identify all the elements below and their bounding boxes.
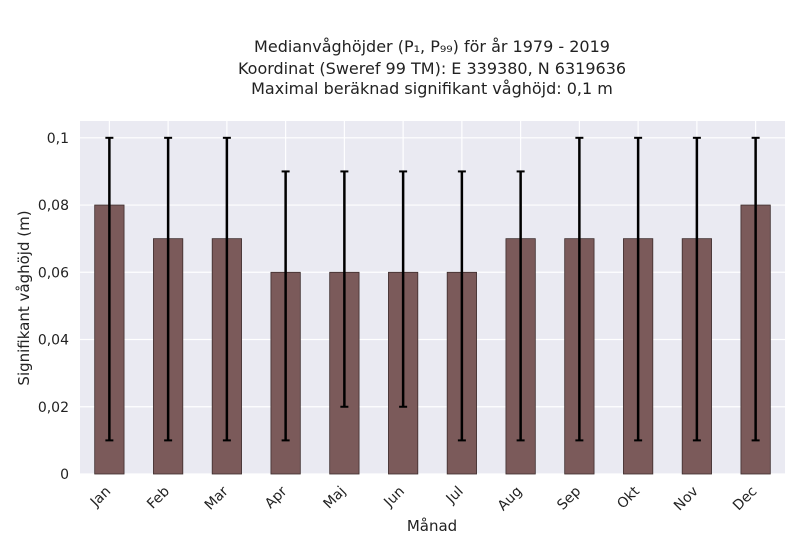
y-tick-label: 0,06: [38, 265, 69, 281]
x-tick-label: Maj: [321, 484, 350, 513]
y-tick-label: 0,02: [38, 400, 69, 416]
y-tick-label: 0,08: [38, 198, 69, 214]
title-line-3: Maximal beräknad signifikant våghöjd: 0,…: [251, 79, 613, 98]
y-tick-label: 0,1: [47, 131, 69, 147]
x-tick-labels: Jan Feb Mar Apr Maj Jun Jul Aug Sep Okt Nov Dec: [87, 483, 761, 514]
x-tick-label: Aug: [495, 484, 526, 515]
x-tick-label: Apr: [262, 483, 291, 512]
x-tick-label: Jun: [380, 484, 407, 511]
title-line-2: Koordinat (Sweref 99 TM): E 339380, N 63…: [238, 59, 626, 78]
x-tick-label: Sep: [554, 483, 584, 513]
x-tick-label: Nov: [671, 484, 702, 515]
error-bars: [105, 136, 760, 442]
y-axis-label: Signifikant våghöjd (m): [15, 210, 33, 385]
x-tick-label: Okt: [614, 483, 643, 512]
y-tick-label: 0,04: [38, 333, 69, 349]
x-tick-label: Jan: [87, 484, 114, 511]
title-line-1: Medianvåghöjder (P₁, P₉₉) för år 1979 - …: [254, 37, 610, 56]
x-tick-label: Mar: [202, 483, 232, 513]
x-tick-label: Feb: [144, 483, 173, 512]
chart-title: Medianvåghöjder (P₁, P₉₉) för år 1979 - …: [238, 37, 626, 98]
plot-area: [80, 121, 785, 474]
x-axis-label: Månad: [407, 517, 457, 535]
x-tick-label: Dec: [730, 484, 760, 514]
x-tick-label: Jul: [443, 484, 467, 508]
y-tick-labels: 0 0,02 0,04 0,06 0,08 0,1: [38, 131, 69, 483]
y-tick-label: 0: [60, 467, 69, 483]
